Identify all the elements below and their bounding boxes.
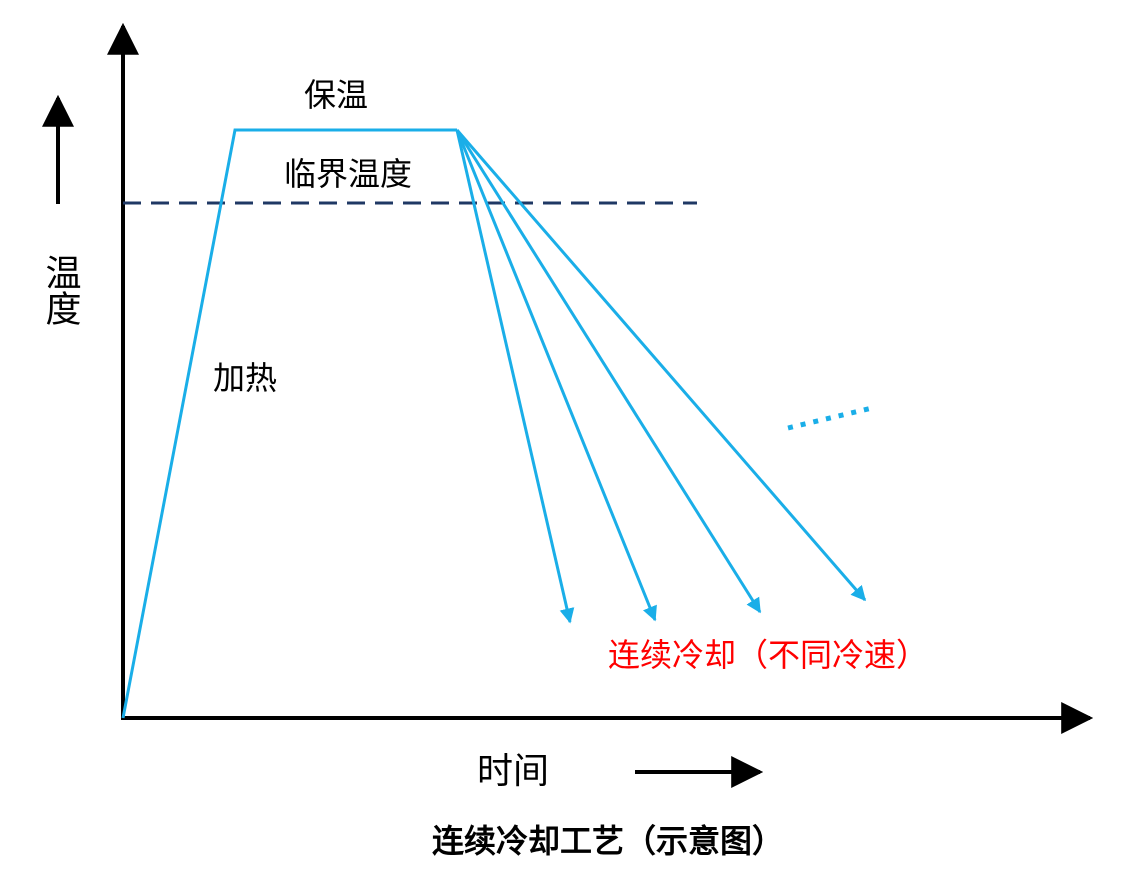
heat-hold-curve [121,128,457,719]
diagram-title: 连续冷却工艺（示意图） [432,822,784,860]
critical-label: 临界温度 [284,155,412,193]
cooling-curve [455,129,762,614]
hold-label: 保温 [304,76,368,114]
cooling-label: 连续冷却（不同冷速） [608,636,928,674]
heating-label: 加热 [213,359,277,397]
y-axis-label: 温度 [40,254,81,326]
cooling-curve [455,129,867,602]
cooling-curve [455,129,657,622]
x-axis-label: 时间 [477,751,549,792]
cooling-curve [455,129,575,624]
ellipsis-dots [787,405,873,431]
